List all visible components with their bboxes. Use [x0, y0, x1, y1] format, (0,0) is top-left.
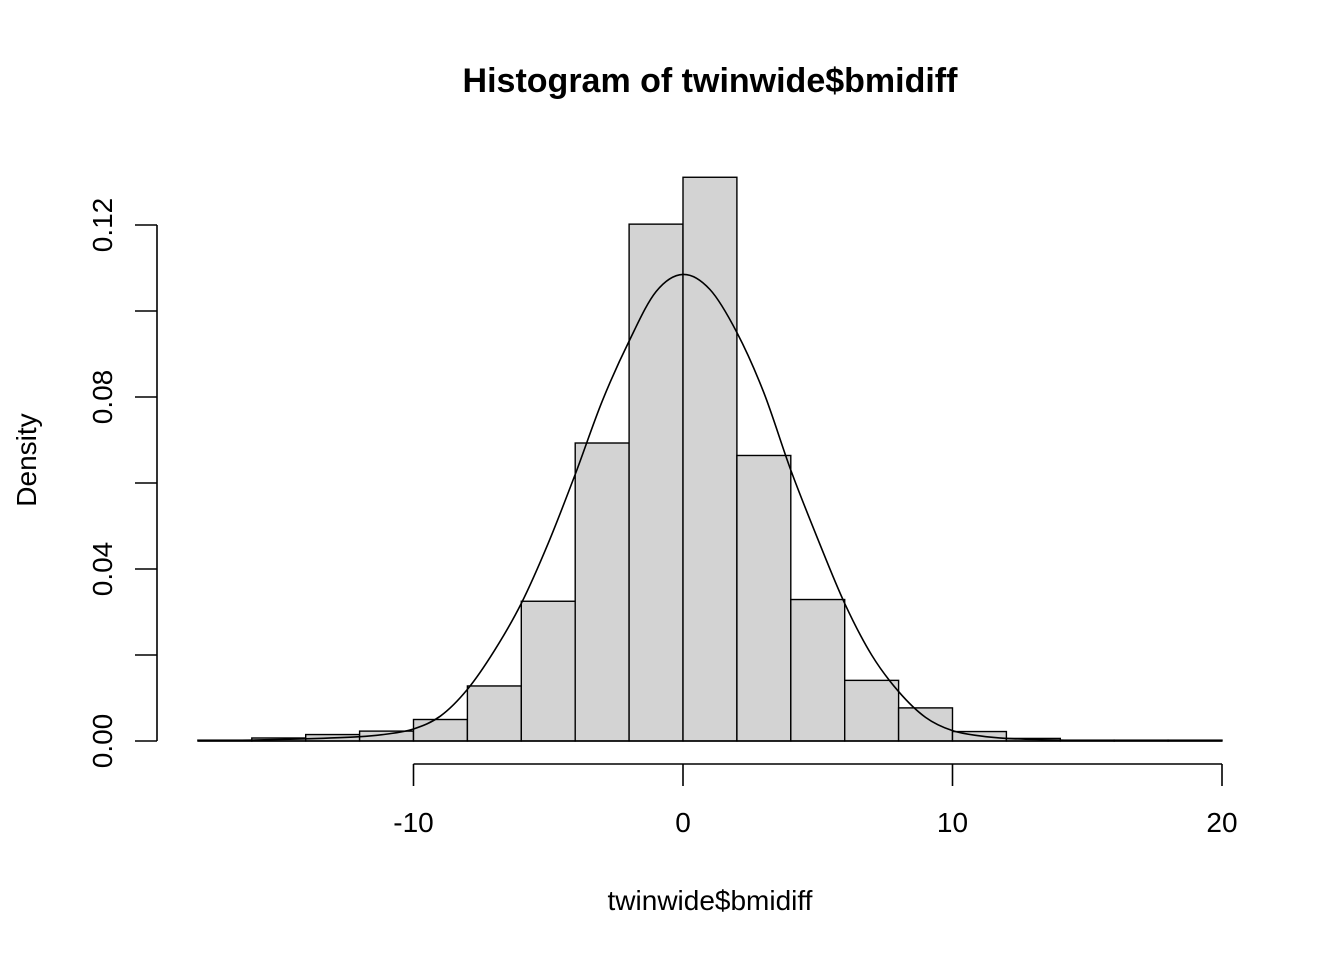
y-tick-label: 0.00 [87, 714, 118, 769]
histogram-bar [897, 707, 954, 742]
y-tick-label: 0.04 [87, 542, 118, 597]
y-tick-label: 0.08 [87, 370, 118, 425]
chart-title: Histogram of twinwide$bmidiff [463, 62, 959, 100]
histogram-bar [520, 600, 576, 742]
x-axis: -10 0 10 20 [393, 763, 1238, 838]
x-axis-label: twinwide$bmidiff [608, 885, 813, 916]
histogram-bar [412, 718, 469, 742]
histogram-bar [574, 442, 630, 742]
histogram-bar [790, 598, 846, 742]
histogram-bar [466, 685, 522, 742]
histogram-bar [736, 454, 792, 742]
y-tick-label: 0.12 [87, 198, 118, 253]
x-tick-label: 10 [937, 807, 968, 838]
density-curve [197, 273, 1222, 742]
y-axis: 0.00 0.04 0.08 0.12 [87, 198, 158, 769]
density-curve-group [197, 273, 1222, 742]
x-tick-label: 0 [675, 807, 691, 838]
histogram-bar [628, 223, 684, 742]
histogram-bar [682, 176, 738, 742]
x-tick-label: 20 [1206, 807, 1237, 838]
histogram-bar [844, 679, 900, 742]
histogram-bars [197, 176, 1223, 742]
y-axis-label: Density [11, 413, 42, 506]
x-tick-label: -10 [393, 807, 433, 838]
